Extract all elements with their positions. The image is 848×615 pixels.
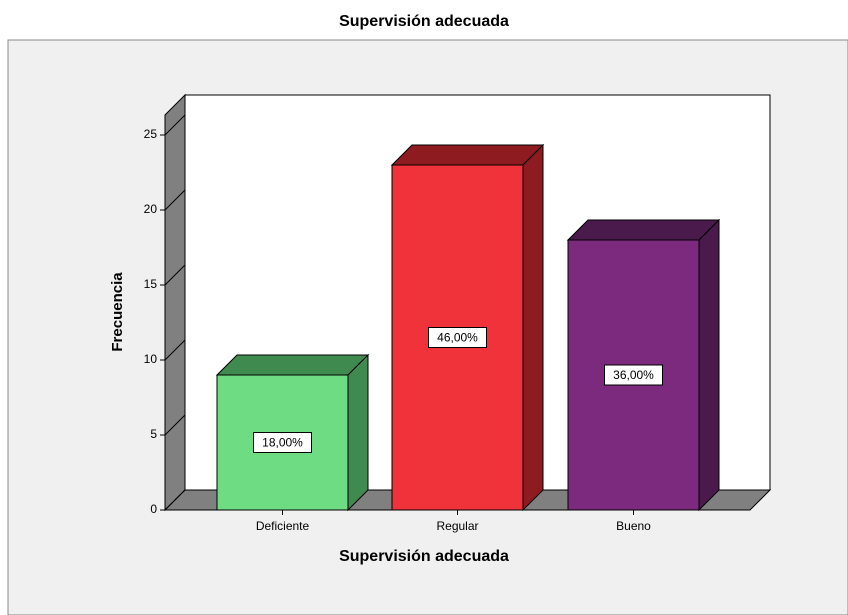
bar-side [347, 353, 369, 512]
bar-top [390, 144, 545, 166]
wall-tick [164, 114, 186, 136]
wall-tick [164, 264, 186, 286]
x-tick-label: Deficiente [256, 519, 310, 533]
wall-tick [164, 489, 186, 511]
y-tick-label: 0 [150, 502, 157, 516]
chart-title: Supervisión adecuada [339, 13, 509, 30]
side-wall [164, 93, 186, 512]
x-tick-label: Bueno [616, 519, 651, 533]
y-tick-label: 15 [144, 277, 158, 291]
bar-side [522, 143, 544, 512]
data-label-box [428, 327, 487, 348]
y-tick-label: 5 [150, 427, 157, 441]
wall-tick [164, 189, 186, 211]
x-tick-label: Regular [436, 519, 478, 533]
x-axis-label: Supervisión adecuada [339, 548, 509, 565]
bar-top [566, 219, 721, 241]
data-label-box [253, 432, 312, 453]
data-label-box [604, 364, 663, 386]
y-axis-label: Frecuencia [109, 272, 126, 352]
bar-top [215, 354, 370, 376]
bar-side [698, 218, 720, 512]
data-label: 46,00% [437, 331, 478, 345]
wall-tick [164, 414, 186, 436]
y-tick-label: 10 [144, 352, 158, 366]
wall-tick [164, 339, 186, 361]
y-tick-label: 25 [144, 127, 158, 141]
y-tick-label: 20 [144, 202, 158, 216]
data-label: 18,00% [262, 436, 303, 450]
data-label: 36,00% [613, 368, 654, 382]
